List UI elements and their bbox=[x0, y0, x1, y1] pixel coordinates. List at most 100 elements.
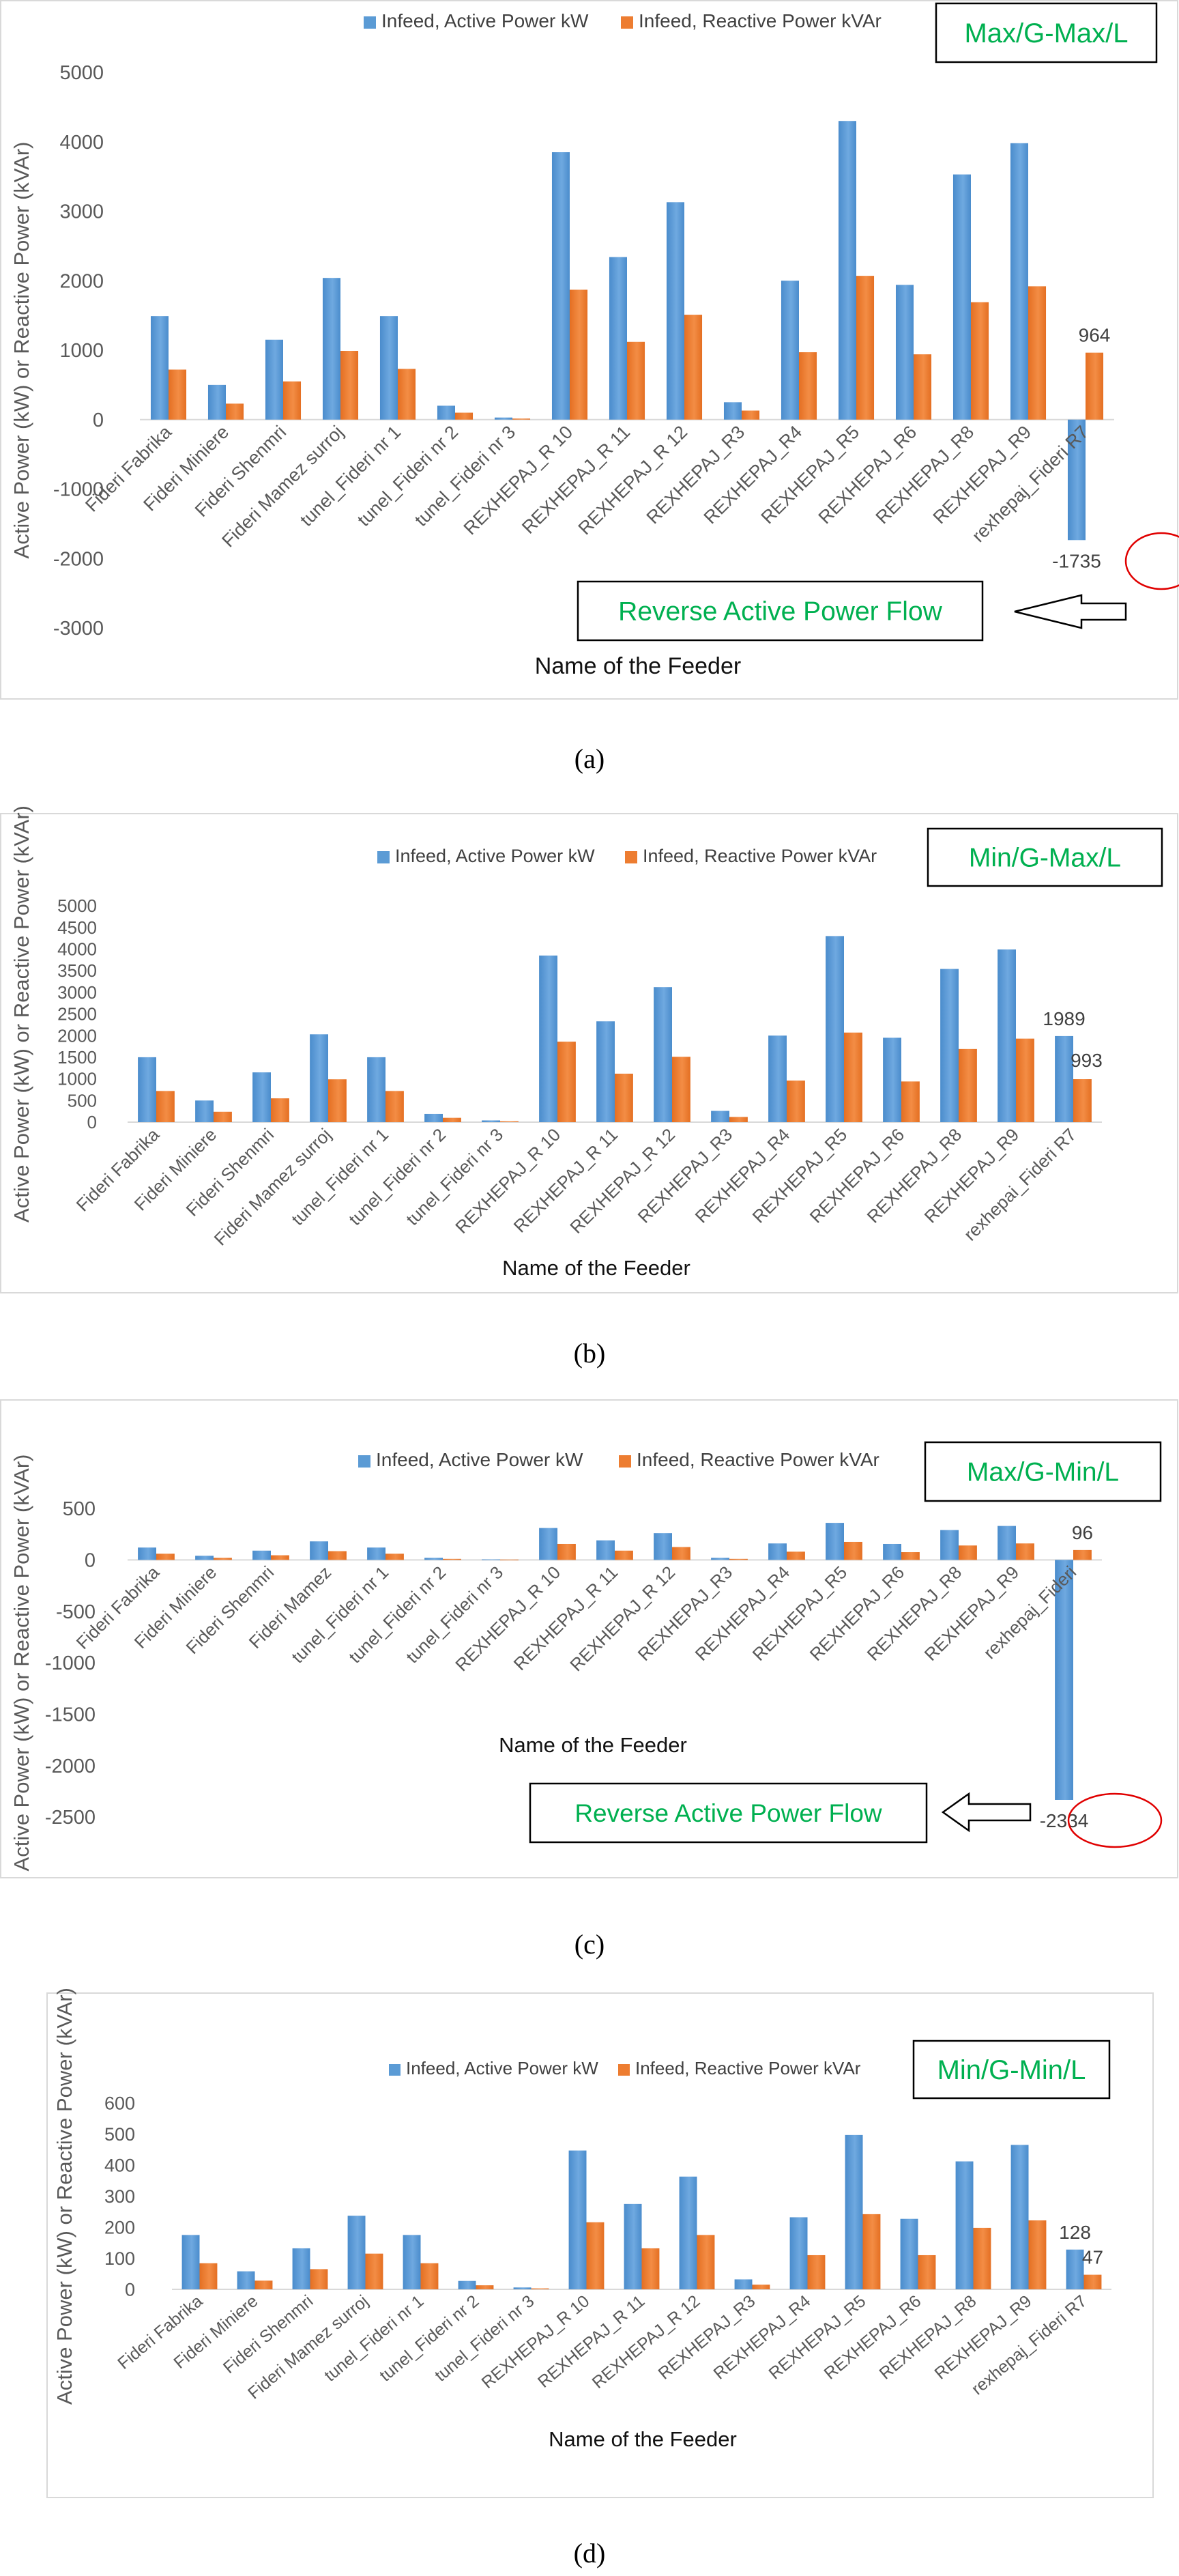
bar-active-power bbox=[1066, 2249, 1084, 2289]
x-axis-title: Name of the Feeder bbox=[502, 1256, 690, 1280]
bar-reactive-power bbox=[310, 2269, 328, 2289]
highlight-ellipse bbox=[1067, 1792, 1163, 1848]
y-axis-title: Active Power (kW) or Reactive Power (kVA… bbox=[53, 1988, 76, 2405]
x-tick-label: tunel_Fideri nr 1 bbox=[287, 1124, 392, 1229]
x-tick-label: REXHEPAJ_R4 bbox=[710, 2291, 815, 2384]
y-tick-label: 100 bbox=[104, 2248, 135, 2269]
bar-active-power bbox=[138, 1057, 156, 1122]
bar-reactive-power bbox=[169, 369, 187, 420]
legend-label: Infeed, Reactive Power kVAr bbox=[635, 2058, 861, 2078]
legend-label: Infeed, Active Power kW bbox=[376, 1449, 583, 1470]
bar-reactive-power bbox=[742, 410, 760, 420]
bar-active-power bbox=[711, 1558, 729, 1560]
bar-reactive-power bbox=[627, 341, 645, 420]
y-tick-label: 2000 bbox=[57, 1025, 97, 1046]
bar-active-power bbox=[624, 2203, 642, 2289]
scenario-label: Max/G-Max/L bbox=[964, 18, 1128, 48]
arrow-left-icon bbox=[1014, 594, 1127, 629]
y-tick-label: -2000 bbox=[53, 548, 104, 570]
scenario-box bbox=[927, 827, 1163, 887]
chart-panel-2: 0500100015002000250030003500400045005000… bbox=[0, 805, 1178, 1369]
bar-active-power bbox=[883, 1037, 901, 1122]
y-tick-label: 500 bbox=[68, 1090, 97, 1111]
bar-active-power bbox=[1055, 1035, 1073, 1122]
x-axis-title: Name of the Feeder bbox=[549, 2427, 737, 2451]
x-tick-label: REXHEPAJ_R 12 bbox=[566, 1124, 679, 1237]
bar-reactive-power bbox=[254, 2280, 273, 2289]
y-tick-label: 1500 bbox=[57, 1047, 97, 1068]
scenario-box bbox=[912, 2040, 1111, 2100]
bar-reactive-power bbox=[787, 1081, 805, 1122]
bar-active-power bbox=[1010, 143, 1028, 420]
bar-reactive-power bbox=[862, 2214, 881, 2289]
legend-label: Infeed, Reactive Power kVAr bbox=[643, 846, 877, 866]
bar-active-power bbox=[900, 2218, 918, 2289]
data-label: 128 bbox=[1059, 2222, 1091, 2243]
bar-active-power bbox=[609, 257, 627, 420]
bar-reactive-power bbox=[697, 2235, 715, 2289]
y-tick-label: 4000 bbox=[57, 939, 97, 960]
bar-active-power bbox=[789, 2217, 808, 2289]
bar-reactive-power bbox=[856, 276, 875, 420]
y-tick-label: -1000 bbox=[53, 479, 104, 501]
bar-reactive-power bbox=[641, 2248, 660, 2289]
scenario-box bbox=[924, 1441, 1162, 1502]
x-tick-label: REXHEPAJ_R8 bbox=[872, 422, 978, 528]
y-tick-label: -500 bbox=[56, 1601, 96, 1623]
x-tick-label: REXHEPAJ_R 10 bbox=[451, 1562, 564, 1675]
legend-label: Infeed, Reactive Power kVAr bbox=[637, 1449, 879, 1470]
bar-active-power bbox=[292, 2248, 310, 2289]
bar-active-power bbox=[679, 2176, 697, 2289]
bar-reactive-power bbox=[385, 1091, 404, 1122]
bar-active-power bbox=[138, 1547, 156, 1560]
data-label: 47 bbox=[1082, 2247, 1103, 2268]
bar-reactive-power bbox=[328, 1079, 347, 1122]
bar-reactive-power bbox=[684, 315, 703, 420]
x-axis-title: Name of the Feeder bbox=[499, 1733, 687, 1757]
bar-active-power bbox=[539, 1528, 557, 1560]
x-tick-label: tunel_Fideri nr 2 bbox=[376, 2291, 482, 2386]
x-tick-label: REXHEPAJ_R9 bbox=[931, 2291, 1036, 2384]
bar-reactive-power bbox=[214, 1558, 232, 1560]
bar-active-power bbox=[458, 2280, 476, 2289]
bar-reactive-power bbox=[729, 1117, 748, 1122]
y-tick-label: 2500 bbox=[57, 1004, 97, 1025]
bar-reactive-power bbox=[914, 354, 932, 420]
bar-reactive-power bbox=[557, 1543, 576, 1560]
x-axis-title: Name of the Feeder bbox=[535, 653, 741, 679]
bar-active-power bbox=[403, 2235, 421, 2289]
annotation-box bbox=[577, 580, 984, 642]
legend-swatch bbox=[618, 2064, 630, 2076]
bar-reactive-power bbox=[973, 2227, 991, 2289]
chart-frame bbox=[0, 1399, 1178, 1878]
bar-reactive-power bbox=[557, 1042, 576, 1122]
bar-active-power bbox=[826, 936, 844, 1122]
bar-active-power bbox=[150, 316, 169, 420]
bar-active-power bbox=[195, 1556, 214, 1560]
bar-reactive-power bbox=[1086, 352, 1104, 420]
x-tick-label: tunel_Fideri nr 3 bbox=[402, 1562, 507, 1667]
bar-active-power bbox=[1067, 419, 1086, 541]
legend-label: Infeed, Active Power kW bbox=[381, 10, 589, 31]
bar-reactive-power bbox=[271, 1555, 289, 1560]
bar-reactive-power bbox=[455, 412, 474, 420]
legend-swatch bbox=[389, 2064, 401, 2076]
bar-reactive-power bbox=[918, 2255, 936, 2289]
bar-active-power bbox=[310, 1541, 328, 1560]
bar-reactive-power bbox=[959, 1048, 977, 1122]
bar-active-power bbox=[1010, 2145, 1029, 2289]
y-tick-label: -2500 bbox=[45, 1807, 96, 1829]
y-tick-label: 1000 bbox=[59, 340, 104, 362]
bar-active-power bbox=[768, 1543, 787, 1560]
bar-active-power bbox=[596, 1021, 615, 1122]
y-axis-title: Active Power (kW) or Reactive Power (kVA… bbox=[10, 1455, 33, 1872]
x-tick-label: REXHEPAJ_R3 bbox=[655, 2291, 759, 2384]
chart-panel-3: -2500 -2000 -1500 -1000 -500 0 500 Active Power… bbox=[0, 1399, 1178, 1960]
bar-active-power bbox=[883, 1543, 901, 1560]
panel-caption: (c) bbox=[574, 1929, 605, 1960]
x-tick-label: REXHEPAJ_R8 bbox=[876, 2291, 980, 2384]
bar-active-power bbox=[955, 2161, 974, 2289]
bar-reactive-power bbox=[420, 2263, 439, 2289]
y-tick-label: 4500 bbox=[57, 917, 97, 938]
